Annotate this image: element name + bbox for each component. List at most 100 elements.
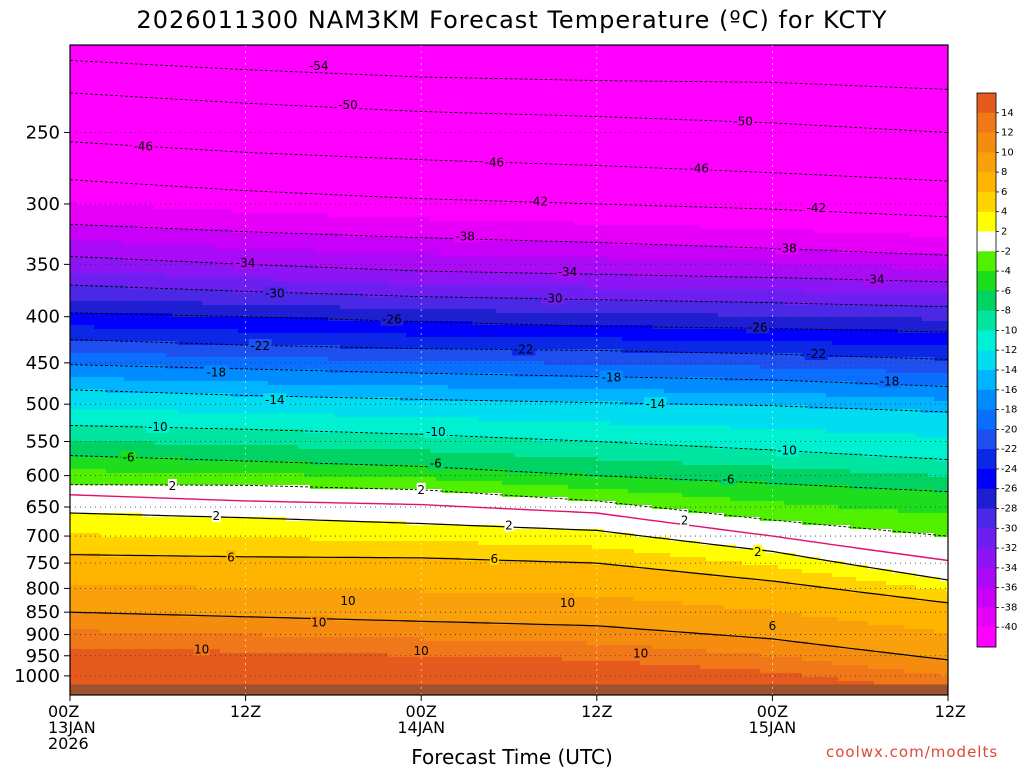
temperature-cell xyxy=(166,661,173,666)
temperature-cell xyxy=(226,253,233,258)
temperature-cell xyxy=(70,205,77,210)
temperature-cell xyxy=(142,329,149,334)
temperature-cell xyxy=(100,153,107,158)
temperature-cell xyxy=(184,349,191,354)
temperature-cell xyxy=(124,121,131,126)
temperature-cell xyxy=(232,185,239,190)
temperature-cell xyxy=(220,113,227,118)
temperature-cell xyxy=(172,581,179,586)
temperature-cell xyxy=(154,409,161,414)
temperature-cell xyxy=(88,637,95,642)
temperature-cell xyxy=(208,573,215,578)
temperature-cell xyxy=(244,205,251,210)
temperature-cell xyxy=(88,369,95,374)
temperature-cell xyxy=(118,89,125,94)
temperature-cell xyxy=(124,117,131,122)
temperature-cell xyxy=(184,269,191,274)
temperature-cell xyxy=(202,609,209,614)
temperature-cell xyxy=(160,385,167,390)
temperature-cell xyxy=(94,201,101,206)
temperature-cell xyxy=(118,569,125,574)
temperature-cell xyxy=(118,309,125,314)
temperature-cell xyxy=(130,549,137,554)
temperature-cell xyxy=(124,101,131,106)
temperature-cell xyxy=(214,137,221,142)
temperature-cell xyxy=(214,489,221,494)
temperature-cell xyxy=(142,73,149,78)
temperature-cell xyxy=(160,345,167,350)
temperature-cell xyxy=(154,497,161,502)
temperature-cell xyxy=(94,77,101,82)
temperature-cell xyxy=(136,505,143,510)
temperature-cell xyxy=(88,609,95,614)
temperature-cell xyxy=(94,61,101,66)
temperature-cell xyxy=(88,481,95,486)
temperature-cell xyxy=(136,337,143,342)
temperature-cell xyxy=(106,545,113,550)
temperature-cell xyxy=(94,481,101,486)
temperature-cell xyxy=(190,673,197,678)
temperature-cell xyxy=(178,289,185,294)
temperature-cell xyxy=(142,57,149,62)
temperature-cell xyxy=(208,357,215,362)
temperature-cell xyxy=(100,357,107,362)
temperature-cell xyxy=(118,541,125,546)
temperature-cell xyxy=(124,597,131,602)
temperature-cell xyxy=(220,177,227,182)
temperature-cell xyxy=(124,621,131,626)
temperature-cell xyxy=(250,113,257,118)
temperature-cell xyxy=(70,221,77,226)
temperature-cell xyxy=(244,413,251,418)
temperature-cell xyxy=(190,425,197,430)
temperature-cell xyxy=(190,365,197,370)
temperature-cell xyxy=(220,257,227,262)
temperature-cell xyxy=(166,457,173,462)
temperature-cell xyxy=(148,245,155,250)
temperature-cell xyxy=(142,269,149,274)
temperature-cell xyxy=(208,581,215,586)
temperature-cell xyxy=(232,145,239,150)
temperature-cell xyxy=(232,197,239,202)
temperature-cell xyxy=(238,113,245,118)
temperature-cell xyxy=(130,209,137,214)
temperature-cell xyxy=(88,93,95,98)
temperature-cell xyxy=(250,57,257,62)
temperature-cell xyxy=(124,641,131,646)
temperature-cell xyxy=(88,361,95,366)
temperature-cell xyxy=(70,321,77,326)
temperature-cell xyxy=(94,165,101,170)
temperature-cell xyxy=(190,265,197,270)
temperature-cell xyxy=(130,501,137,506)
temperature-cell xyxy=(154,549,161,554)
temperature-cell xyxy=(142,341,149,346)
temperature-cell xyxy=(220,609,227,614)
temperature-cell xyxy=(112,625,119,630)
temperature-cell xyxy=(208,113,215,118)
temperature-cell xyxy=(100,605,107,610)
temperature-cell xyxy=(190,601,197,606)
temperature-cell xyxy=(142,601,149,606)
temperature-cell xyxy=(142,361,149,366)
temperature-cell xyxy=(118,133,125,138)
temperature-cell xyxy=(118,521,125,526)
temperature-cell xyxy=(148,593,155,598)
temperature-cell xyxy=(184,149,191,154)
temperature-cell xyxy=(232,301,239,306)
temperature-cell xyxy=(208,133,215,138)
temperature-cell xyxy=(154,245,161,250)
temperature-cell xyxy=(190,189,197,194)
temperature-cell xyxy=(100,597,107,602)
temperature-cell xyxy=(112,169,119,174)
temperature-cell xyxy=(130,545,137,550)
temperature-cell xyxy=(82,365,89,370)
temperature-cell xyxy=(184,645,191,650)
temperature-cell xyxy=(244,557,251,562)
temperature-cell xyxy=(124,113,131,118)
temperature-cell xyxy=(118,649,125,654)
temperature-cell xyxy=(124,141,131,146)
temperature-cell xyxy=(118,501,125,506)
temperature-cell xyxy=(160,197,167,202)
temperature-cell xyxy=(88,333,95,338)
temperature-cell xyxy=(106,325,113,330)
temperature-cell xyxy=(202,377,209,382)
